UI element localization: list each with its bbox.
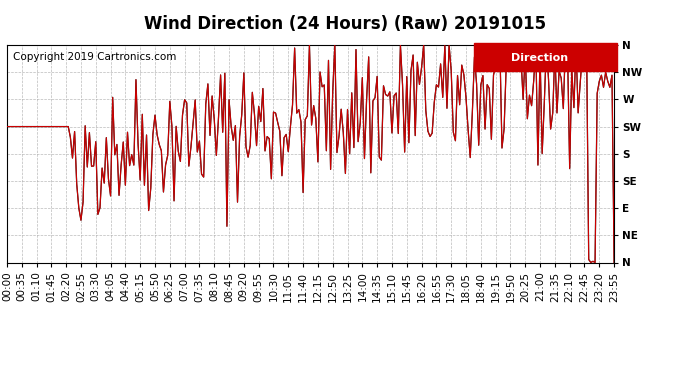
Text: Copyright 2019 Cartronics.com: Copyright 2019 Cartronics.com bbox=[13, 51, 177, 62]
FancyBboxPatch shape bbox=[475, 43, 617, 71]
Text: Wind Direction (24 Hours) (Raw) 20191015: Wind Direction (24 Hours) (Raw) 20191015 bbox=[144, 15, 546, 33]
Text: Direction: Direction bbox=[511, 53, 568, 63]
